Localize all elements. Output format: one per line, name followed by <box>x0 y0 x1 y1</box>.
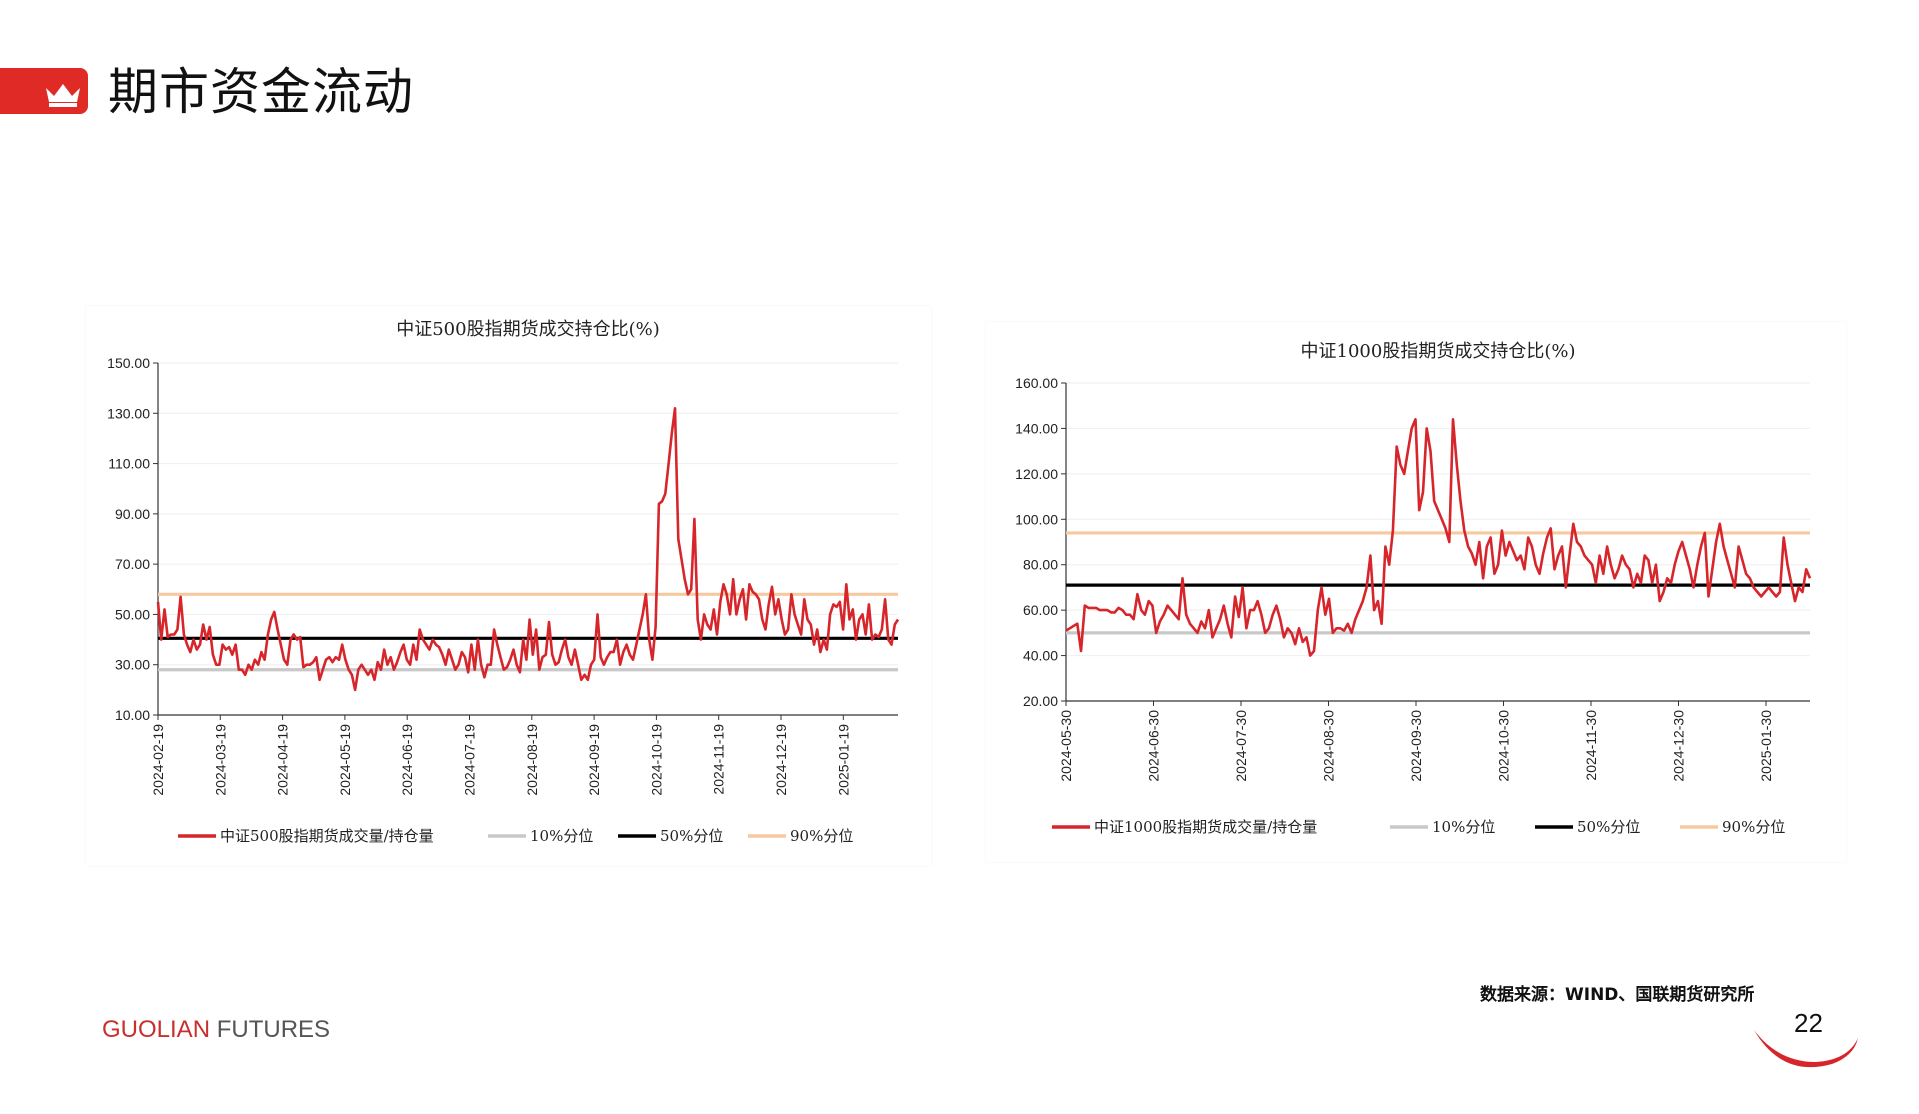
x-tick-label: 2024-10-30 <box>1496 710 1512 782</box>
x-tick-label: 2024-09-30 <box>1408 710 1424 782</box>
y-tick-label: 160.00 <box>1015 375 1058 391</box>
x-tick-label: 2024-03-19 <box>212 724 228 796</box>
brand-sub: FUTURES <box>216 1016 331 1043</box>
x-tick-label: 2024-08-19 <box>524 724 540 796</box>
legend-label: 50%分位 <box>660 827 723 845</box>
brand-main: GUOLIAN <box>102 1016 211 1043</box>
y-tick-label: 60.00 <box>1023 602 1058 618</box>
y-tick-label: 30.00 <box>115 657 150 673</box>
y-tick-label: 40.00 <box>1023 648 1058 664</box>
legend-label: 中证1000股指期货成交量/持仓量 <box>1094 818 1317 836</box>
x-tick-label: 2025-01-19 <box>835 724 851 796</box>
series-line <box>1065 418 1812 657</box>
page-number: 22 <box>1794 1008 1823 1038</box>
y-tick-label: 10.00 <box>115 707 150 723</box>
legend-label: 10%分位 <box>530 827 593 845</box>
crown-icon <box>46 84 80 107</box>
x-tick-label: 2024-12-19 <box>773 724 789 796</box>
legend-label: 50%分位 <box>1577 818 1640 836</box>
y-tick-label: 80.00 <box>1023 557 1058 573</box>
y-tick-label: 110.00 <box>108 456 150 472</box>
series-line <box>156 407 900 692</box>
chart-title: 中证500股指期货成交持仓比(%) <box>396 319 660 340</box>
legend-label: 90%分位 <box>790 827 853 845</box>
y-tick-label: 90.00 <box>115 506 150 522</box>
x-tick-label: 2024-05-19 <box>337 724 353 796</box>
x-tick-label: 2024-04-19 <box>275 724 291 796</box>
x-tick-label: 2024-06-30 <box>1146 710 1162 782</box>
x-tick-label: 2024-09-19 <box>586 724 602 796</box>
x-tick-label: 2025-01-30 <box>1758 710 1774 782</box>
x-tick-label: 2024-10-19 <box>648 724 664 796</box>
y-tick-label: 20.00 <box>1023 693 1058 709</box>
x-tick-label: 2024-02-19 <box>150 724 166 796</box>
page-title: 期市资金流动 <box>108 63 414 121</box>
y-tick-label: 50.00 <box>115 606 150 622</box>
x-tick-label: 2024-12-30 <box>1671 710 1687 782</box>
data-source-note: 数据来源：WIND、国联期货研究所 <box>1480 985 1755 1005</box>
y-tick-label: 150.00 <box>107 355 150 371</box>
x-tick-label: 2024-07-19 <box>462 724 478 796</box>
chart-csi1000: 中证1000股指期货成交持仓比(%) 20.00 40.00 60.00 80.00 10… <box>1015 341 1812 836</box>
brand-logo-text: GUOLIAN FUTURES <box>102 1016 330 1044</box>
decorative-swoosh-icon <box>1754 1030 1858 1068</box>
y-tick-label: 120.00 <box>1015 466 1058 482</box>
chart-card-csi1000: 中证1000股指期货成交持仓比(%) 20.00 40.00 60.00 80.00 10… <box>986 322 1846 862</box>
x-tick-label: 2024-11-30 <box>1583 710 1599 781</box>
x-tick-label: 2024-05-30 <box>1058 710 1074 782</box>
y-tick-label: 100.00 <box>1015 511 1058 527</box>
x-tick-label: 2024-07-30 <box>1233 710 1249 782</box>
chart-csi500: 中证500股指期货成交持仓比(%) 10.00 30.00 50.00 70.00 90.… <box>107 319 900 845</box>
legend-label: 中证500股指期货成交量/持仓量 <box>220 827 434 845</box>
legend-label: 90%分位 <box>1722 818 1785 836</box>
y-tick-label: 140.00 <box>1015 420 1058 436</box>
chart-title: 中证1000股指期货成交持仓比(%) <box>1301 341 1576 362</box>
x-tick-label: 2024-06-19 <box>399 724 415 796</box>
legend-label: 10%分位 <box>1432 818 1495 836</box>
x-tick-label: 2024-11-19 <box>711 724 727 795</box>
chart-card-csi500: 中证500股指期货成交持仓比(%) 10.00 30.00 50.00 70.00 90.… <box>86 306 931 866</box>
y-tick-label: 70.00 <box>115 556 150 572</box>
x-tick-label: 2024-08-30 <box>1321 710 1337 782</box>
y-tick-label: 130.00 <box>107 405 150 421</box>
